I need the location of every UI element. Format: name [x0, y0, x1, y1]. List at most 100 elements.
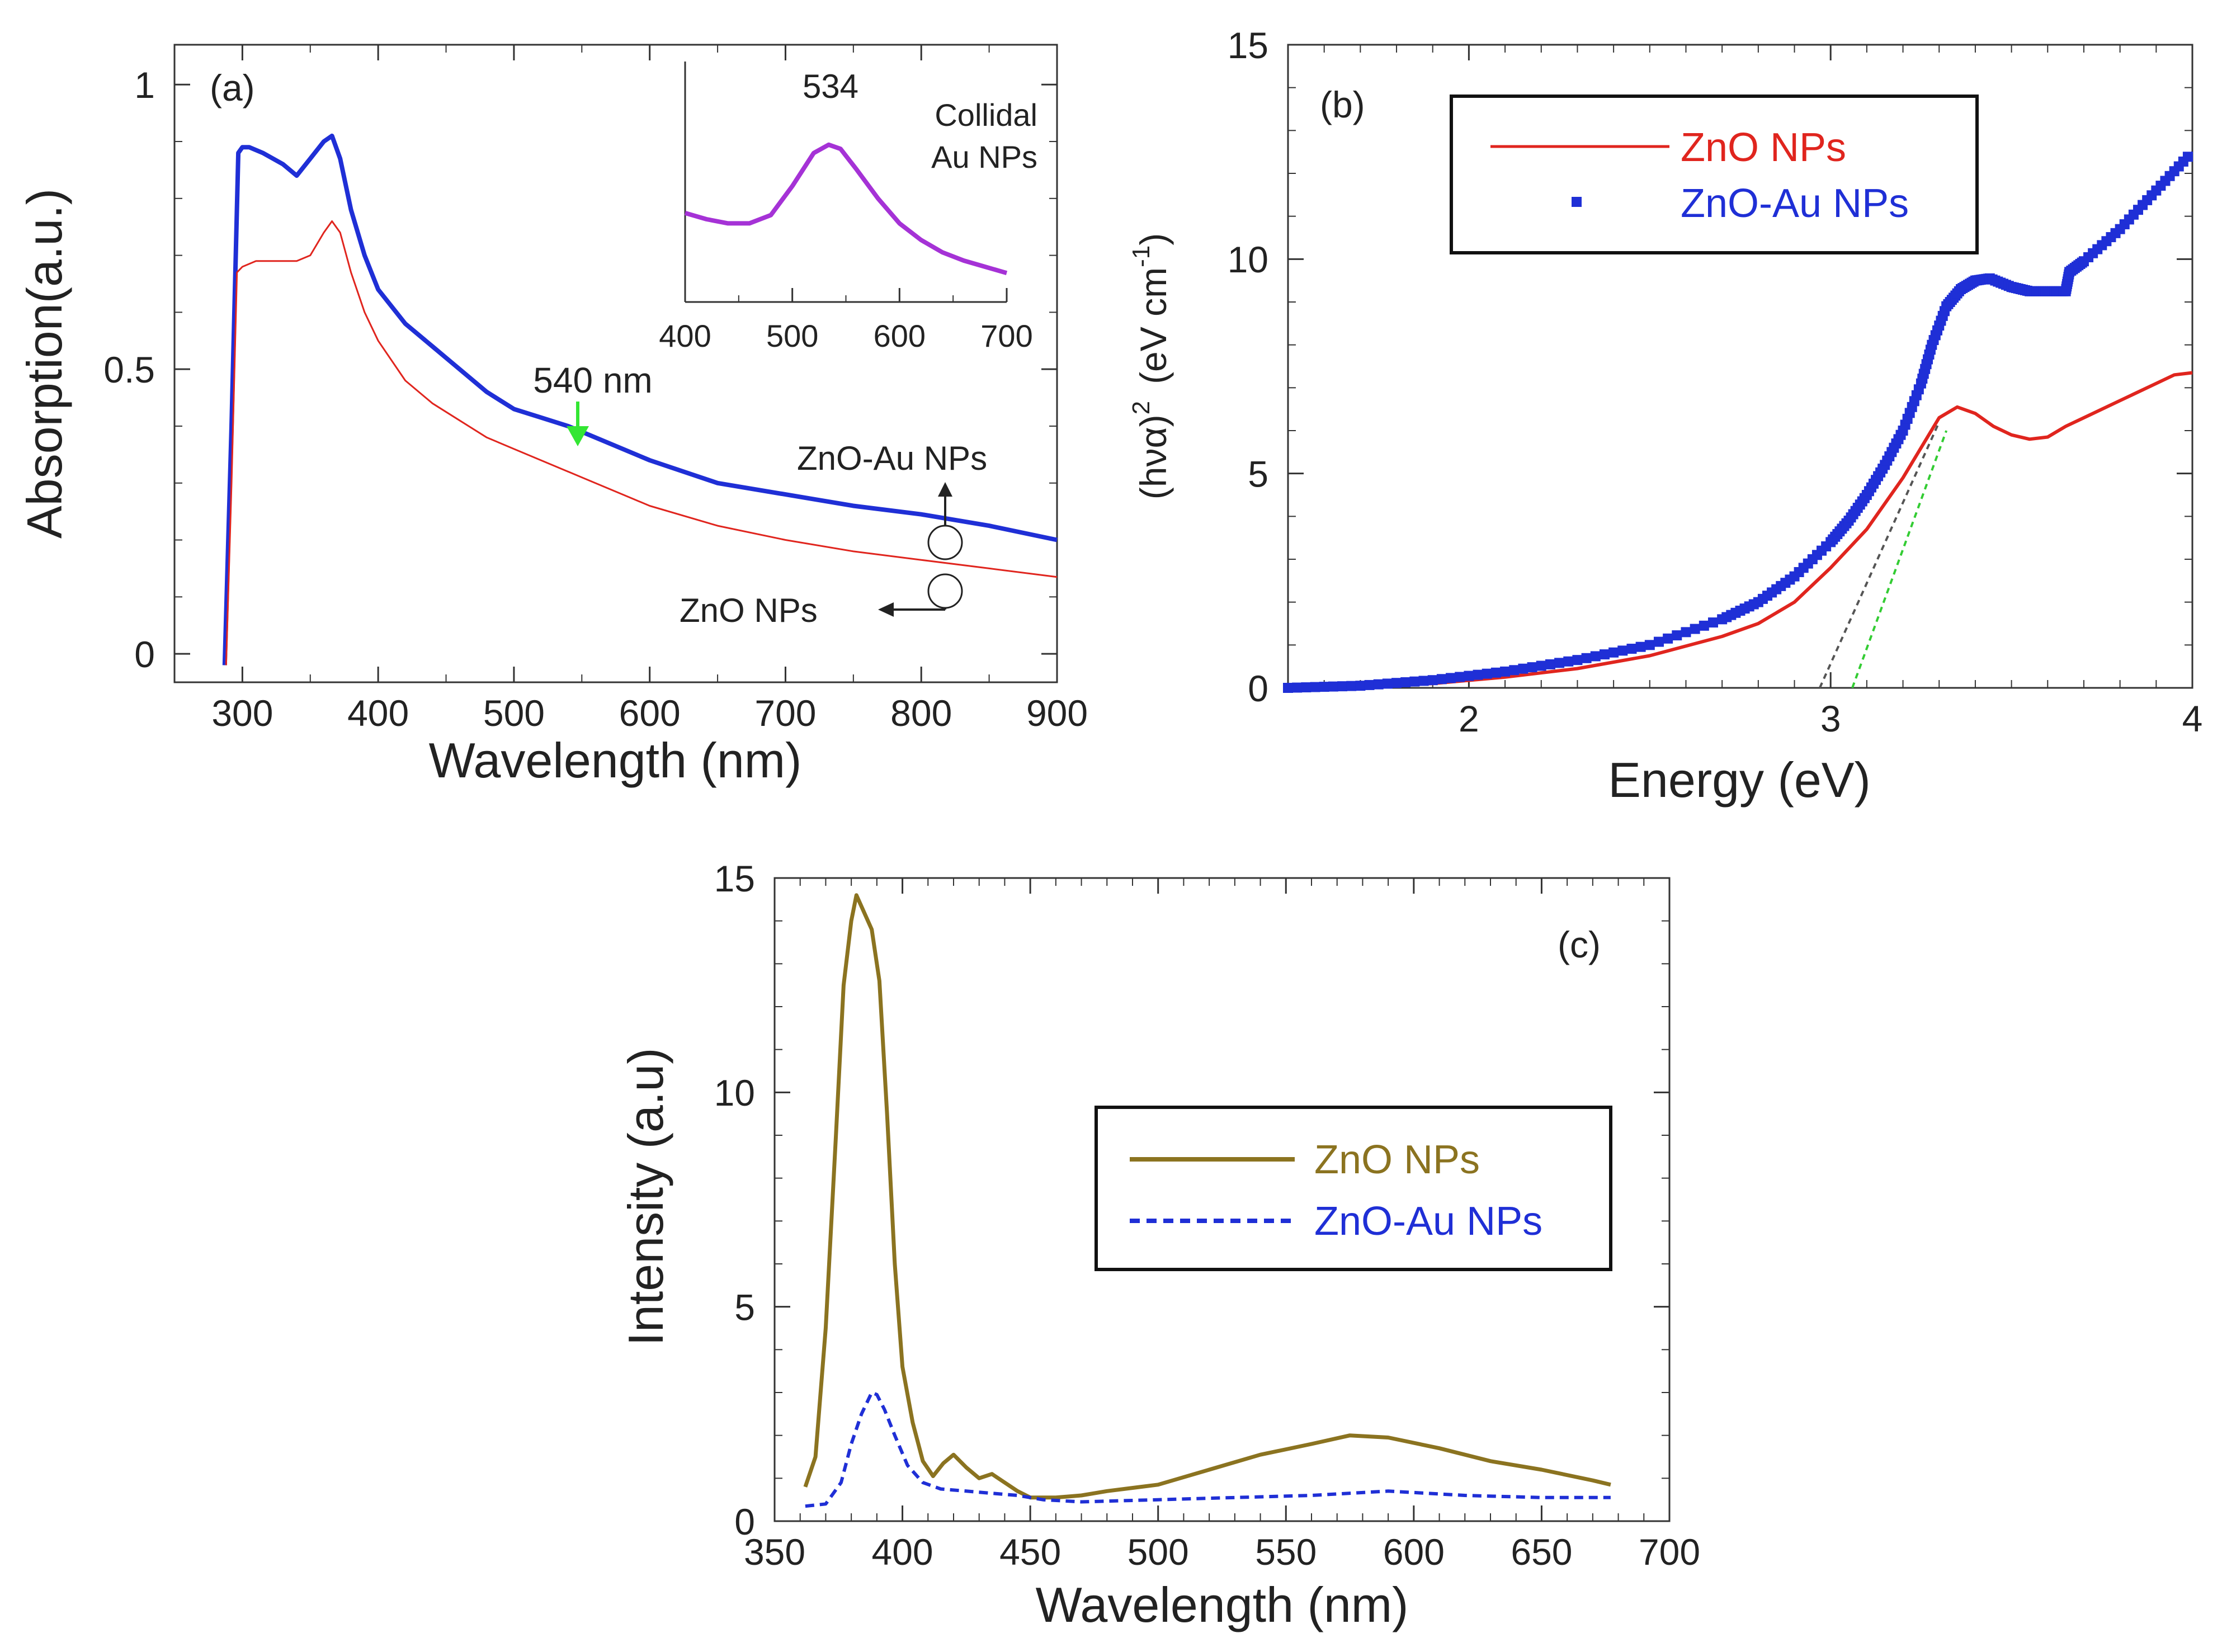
data-point-zno-au-nps [1663, 633, 1673, 644]
legend-zno-au-marker-swatch [1572, 197, 1582, 207]
peak-540nm-arrow-icon [567, 402, 589, 446]
peak-540nm-label: 540 nm [533, 360, 652, 400]
x-tick-label: 400 [872, 1531, 933, 1573]
x-tick-label: 600 [619, 692, 681, 734]
panel-a-label: (a) [210, 67, 255, 108]
inset-series [684, 142, 1008, 276]
data-point-zno-au-nps [1554, 658, 1565, 668]
data-point-zno-au-nps [1608, 647, 1619, 658]
data-point-zno-au-nps [1373, 679, 1384, 690]
data-point-zno-au-nps [1699, 620, 1709, 631]
panel-a-ylabel: Absorption(a.u.) [17, 188, 72, 539]
data-point-zno-au-nps [1455, 672, 1465, 682]
legend-c-zno-au-label: ZnO-Au NPs [1314, 1199, 1542, 1244]
y-tick-label: 0.5 [103, 349, 155, 390]
zno-au-label: ZnO-Au NPs [797, 440, 987, 477]
data-point-zno-au-nps [1283, 683, 1293, 693]
data-point-zno-au-nps [1500, 666, 1511, 677]
y-tick-label: 15 [1228, 25, 1268, 66]
panel-c-pl-chart: 350 400 450 500 550 600 650 700 0 5 10 15 (c) Wavel… [618, 858, 1700, 1632]
panel-b-ylabel-unit-sup: -1 [1127, 246, 1155, 267]
x-tick-label: 500 [1127, 1531, 1189, 1573]
legend-c-zno-label: ZnO NPs [1314, 1137, 1480, 1182]
data-point-zno-au-nps [1319, 682, 1329, 692]
series-line-zno-nps [1287, 371, 2193, 690]
panel-c-legend: ZnO NPs ZnO-Au NPs [1095, 1106, 1612, 1271]
tangent-fit-line [1851, 430, 1948, 688]
y-tick-label: 1 [134, 64, 155, 106]
tangent-fit-line [1818, 421, 1941, 688]
y-tick-label: 10 [1228, 239, 1268, 280]
data-point-zno-au-nps [1391, 678, 1402, 688]
x-tick-label: 2 [1459, 698, 1479, 739]
data-point-zno-au-nps [1635, 641, 1646, 652]
data-point-zno-au-nps [1690, 624, 1700, 634]
data-point-zno-au-nps [1581, 653, 1592, 663]
x-tick-label: 3 [1820, 698, 1841, 739]
svg-text:(hνα)2(eV cm-1): (hνα)2 (eV cm-1) [1127, 233, 1174, 499]
legend-zno-au-label: ZnO-Au NPs [1681, 181, 1909, 226]
panel-b-ylabel-close: ) [1133, 233, 1174, 246]
data-point-zno-au-nps [1301, 682, 1312, 693]
panel-b-ylabel-sup: 2 [1127, 401, 1155, 414]
data-point-zno-au-nps [1527, 662, 1537, 673]
panel-b-xlabel: Energy (eV) [1608, 752, 1871, 808]
panel-c-ylabel: Intensity (a.u) [618, 1047, 673, 1346]
data-point-zno-au-nps [1292, 682, 1303, 693]
data-point-zno-au-nps [1509, 665, 1520, 676]
data-point-zno-au-nps [1346, 681, 1357, 691]
panel-a-xlabel: Wavelength (nm) [429, 733, 802, 788]
data-point-zno-au-nps [1364, 679, 1375, 690]
data-point-zno-au-nps [1707, 617, 1718, 628]
inset-title-line-2: Au NPs [931, 139, 1037, 174]
x-tick-label: 600 [1383, 1531, 1445, 1573]
data-point-zno-au-nps [1400, 677, 1411, 687]
panel-b-ylabel-unit: (eV cm [1133, 267, 1174, 384]
x-tick-label: 4 [2182, 698, 2203, 739]
x-tick-label: 650 [1511, 1531, 1572, 1573]
data-point-zno-au-nps [1681, 627, 1691, 638]
data-point-zno-au-nps [1464, 671, 1474, 681]
panel-c-plot-frame [773, 877, 1671, 1522]
panel-a-series [222, 133, 1058, 665]
data-point-zno-au-nps [1418, 676, 1429, 686]
panel-c-legend-box [1095, 1106, 1612, 1271]
inset-x-tick-label: 400 [659, 318, 711, 353]
zno-pointer-arrow-icon [878, 602, 946, 617]
inset-ticks: 400 500 600 700 [659, 288, 1033, 353]
x-tick-label: 450 [999, 1531, 1061, 1573]
panel-b-label: (b) [1320, 84, 1365, 125]
series-line-zno-nps [225, 220, 1058, 665]
data-point-zno-au-nps [1563, 656, 1574, 667]
panel-b-ylabel-base: (hνα) [1133, 414, 1174, 499]
data-point-zno-au-nps [2182, 152, 2193, 162]
data-point-zno-au-nps [1427, 675, 1438, 686]
data-point-zno-au-nps [1590, 651, 1601, 662]
data-point-zno-au-nps [1310, 682, 1320, 692]
data-point-zno-au-nps [1536, 660, 1546, 671]
x-tick-label: 400 [347, 692, 409, 734]
data-point-zno-au-nps [1518, 663, 1528, 674]
panel-a-inset-chart: 400 500 600 700 534 Collidal Au NPs [659, 62, 1037, 353]
inset-title-line-1: Collidal [935, 97, 1037, 133]
data-point-zno-au-nps [1328, 681, 1338, 692]
series-line-zno-nps [803, 893, 1611, 1500]
data-point-zno-au-nps [1482, 668, 1492, 679]
panel-c-series [803, 893, 1611, 1508]
data-point-zno-au-nps [1337, 681, 1348, 692]
x-tick-label: 800 [890, 692, 952, 734]
data-point-zno-au-nps [1572, 655, 1583, 665]
y-tick-label: 15 [714, 858, 755, 899]
x-tick-label: 500 [483, 692, 545, 734]
panel-a-ticks: 300 400 500 600 700 800 900 0 0.5 1 [103, 45, 1088, 734]
zno-label: ZnO NPs [680, 592, 818, 629]
x-tick-label: 900 [1026, 692, 1088, 734]
inset-peak-534-label: 534 [803, 68, 858, 105]
data-point-zno-au-nps [1672, 630, 1682, 641]
y-tick-label: 5 [734, 1286, 755, 1328]
series-line-collidal-au-nps [684, 142, 1008, 276]
y-tick-label: 10 [714, 1072, 755, 1113]
data-point-zno-au-nps [1545, 659, 1555, 669]
